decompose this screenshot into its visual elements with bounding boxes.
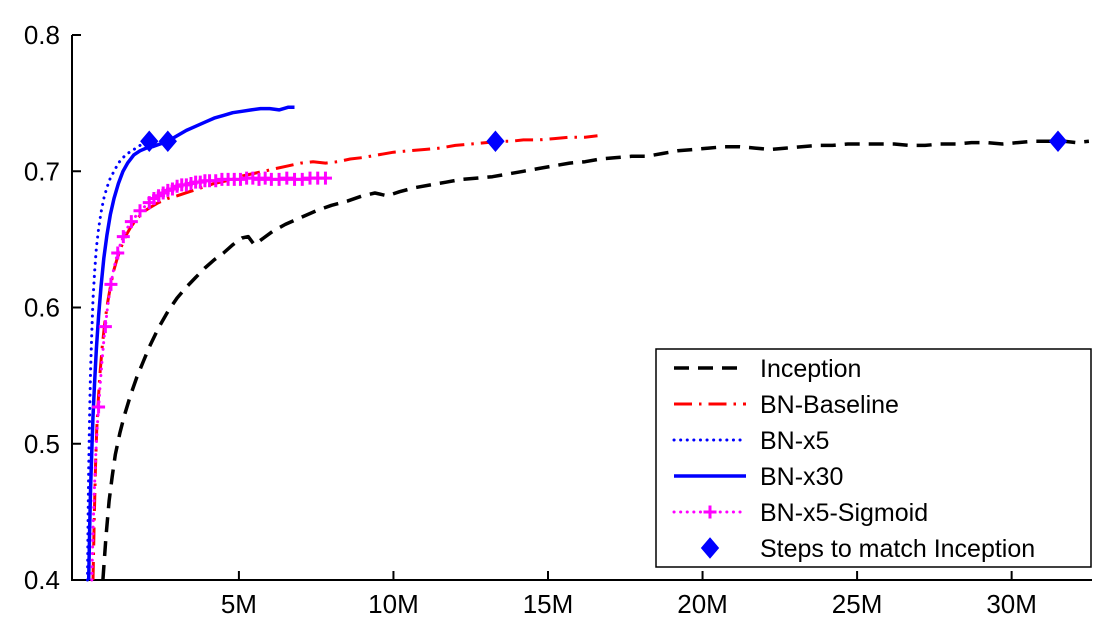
series-line-bn-x5 (86, 139, 153, 582)
legend-label: BN-Baseline (760, 391, 899, 419)
x-tick-label: 10M (368, 589, 419, 619)
series-bn-x30 (86, 105, 295, 581)
y-tick-label: 0.5 (24, 429, 60, 459)
legend-label: BN-x30 (760, 463, 843, 491)
series-line-bn-x30 (86, 105, 295, 581)
plus-marker (124, 215, 138, 229)
y-tick-label: 0.7 (24, 156, 60, 186)
diamond-marker (158, 130, 177, 153)
diamond-marker (1048, 130, 1068, 153)
legend-item-bn-x5: BN-x5 (672, 427, 829, 455)
series-steps-to-match-inception (140, 130, 1068, 153)
series-bn-baseline (91, 134, 598, 581)
x-tick-label: 25M (832, 589, 883, 619)
legend-item-steps-to-match-inception: Steps to match Inception (700, 535, 1035, 563)
legend-label: BN-x5 (760, 427, 829, 455)
diamond-marker (700, 537, 720, 559)
plus-marker (111, 246, 125, 260)
series-line-bn-x5-sigmoid (90, 176, 327, 582)
x-tick-label: 20M (677, 589, 728, 619)
series-bn-x5-sigmoid (90, 171, 332, 582)
y-tick-label: 0.6 (24, 293, 60, 323)
legend-item-bn-x30: BN-x30 (674, 463, 843, 491)
legend: Inception BN-Baseline BN-x5 BN-x30 BN-x5-Sig… (655, 348, 1092, 568)
y-tick-label: 0.4 (24, 565, 60, 595)
legend-label: Inception (760, 355, 861, 383)
series-bn-x5 (86, 139, 153, 582)
legend-label: Steps to match Inception (760, 535, 1035, 563)
plus-marker (318, 171, 332, 185)
legend-item-bn-baseline: BN-Baseline (674, 391, 899, 419)
plus-marker (98, 320, 112, 334)
legend-label: BN-x5-Sigmoid (760, 499, 928, 527)
diamond-marker (486, 130, 505, 153)
plus-marker (703, 505, 717, 519)
x-tick-label: 30M (986, 589, 1037, 619)
legend-box (655, 348, 1092, 568)
y-tick-label: 0.8 (24, 20, 60, 50)
legend-item-inception: Inception (674, 355, 861, 383)
diamond-marker (140, 130, 159, 153)
plus-marker (92, 400, 106, 414)
plus-marker (133, 204, 147, 218)
series-line-inception (101, 139, 1090, 581)
legend-item-bn-x5-sigmoid: BN-x5-Sigmoid (672, 499, 928, 527)
plus-marker (104, 277, 118, 291)
x-tick-label: 5M (221, 589, 257, 619)
plus-marker (116, 230, 130, 244)
series-inception (101, 139, 1090, 581)
x-tick-label: 15M (523, 589, 574, 619)
series-line-bn-baseline (91, 134, 598, 581)
